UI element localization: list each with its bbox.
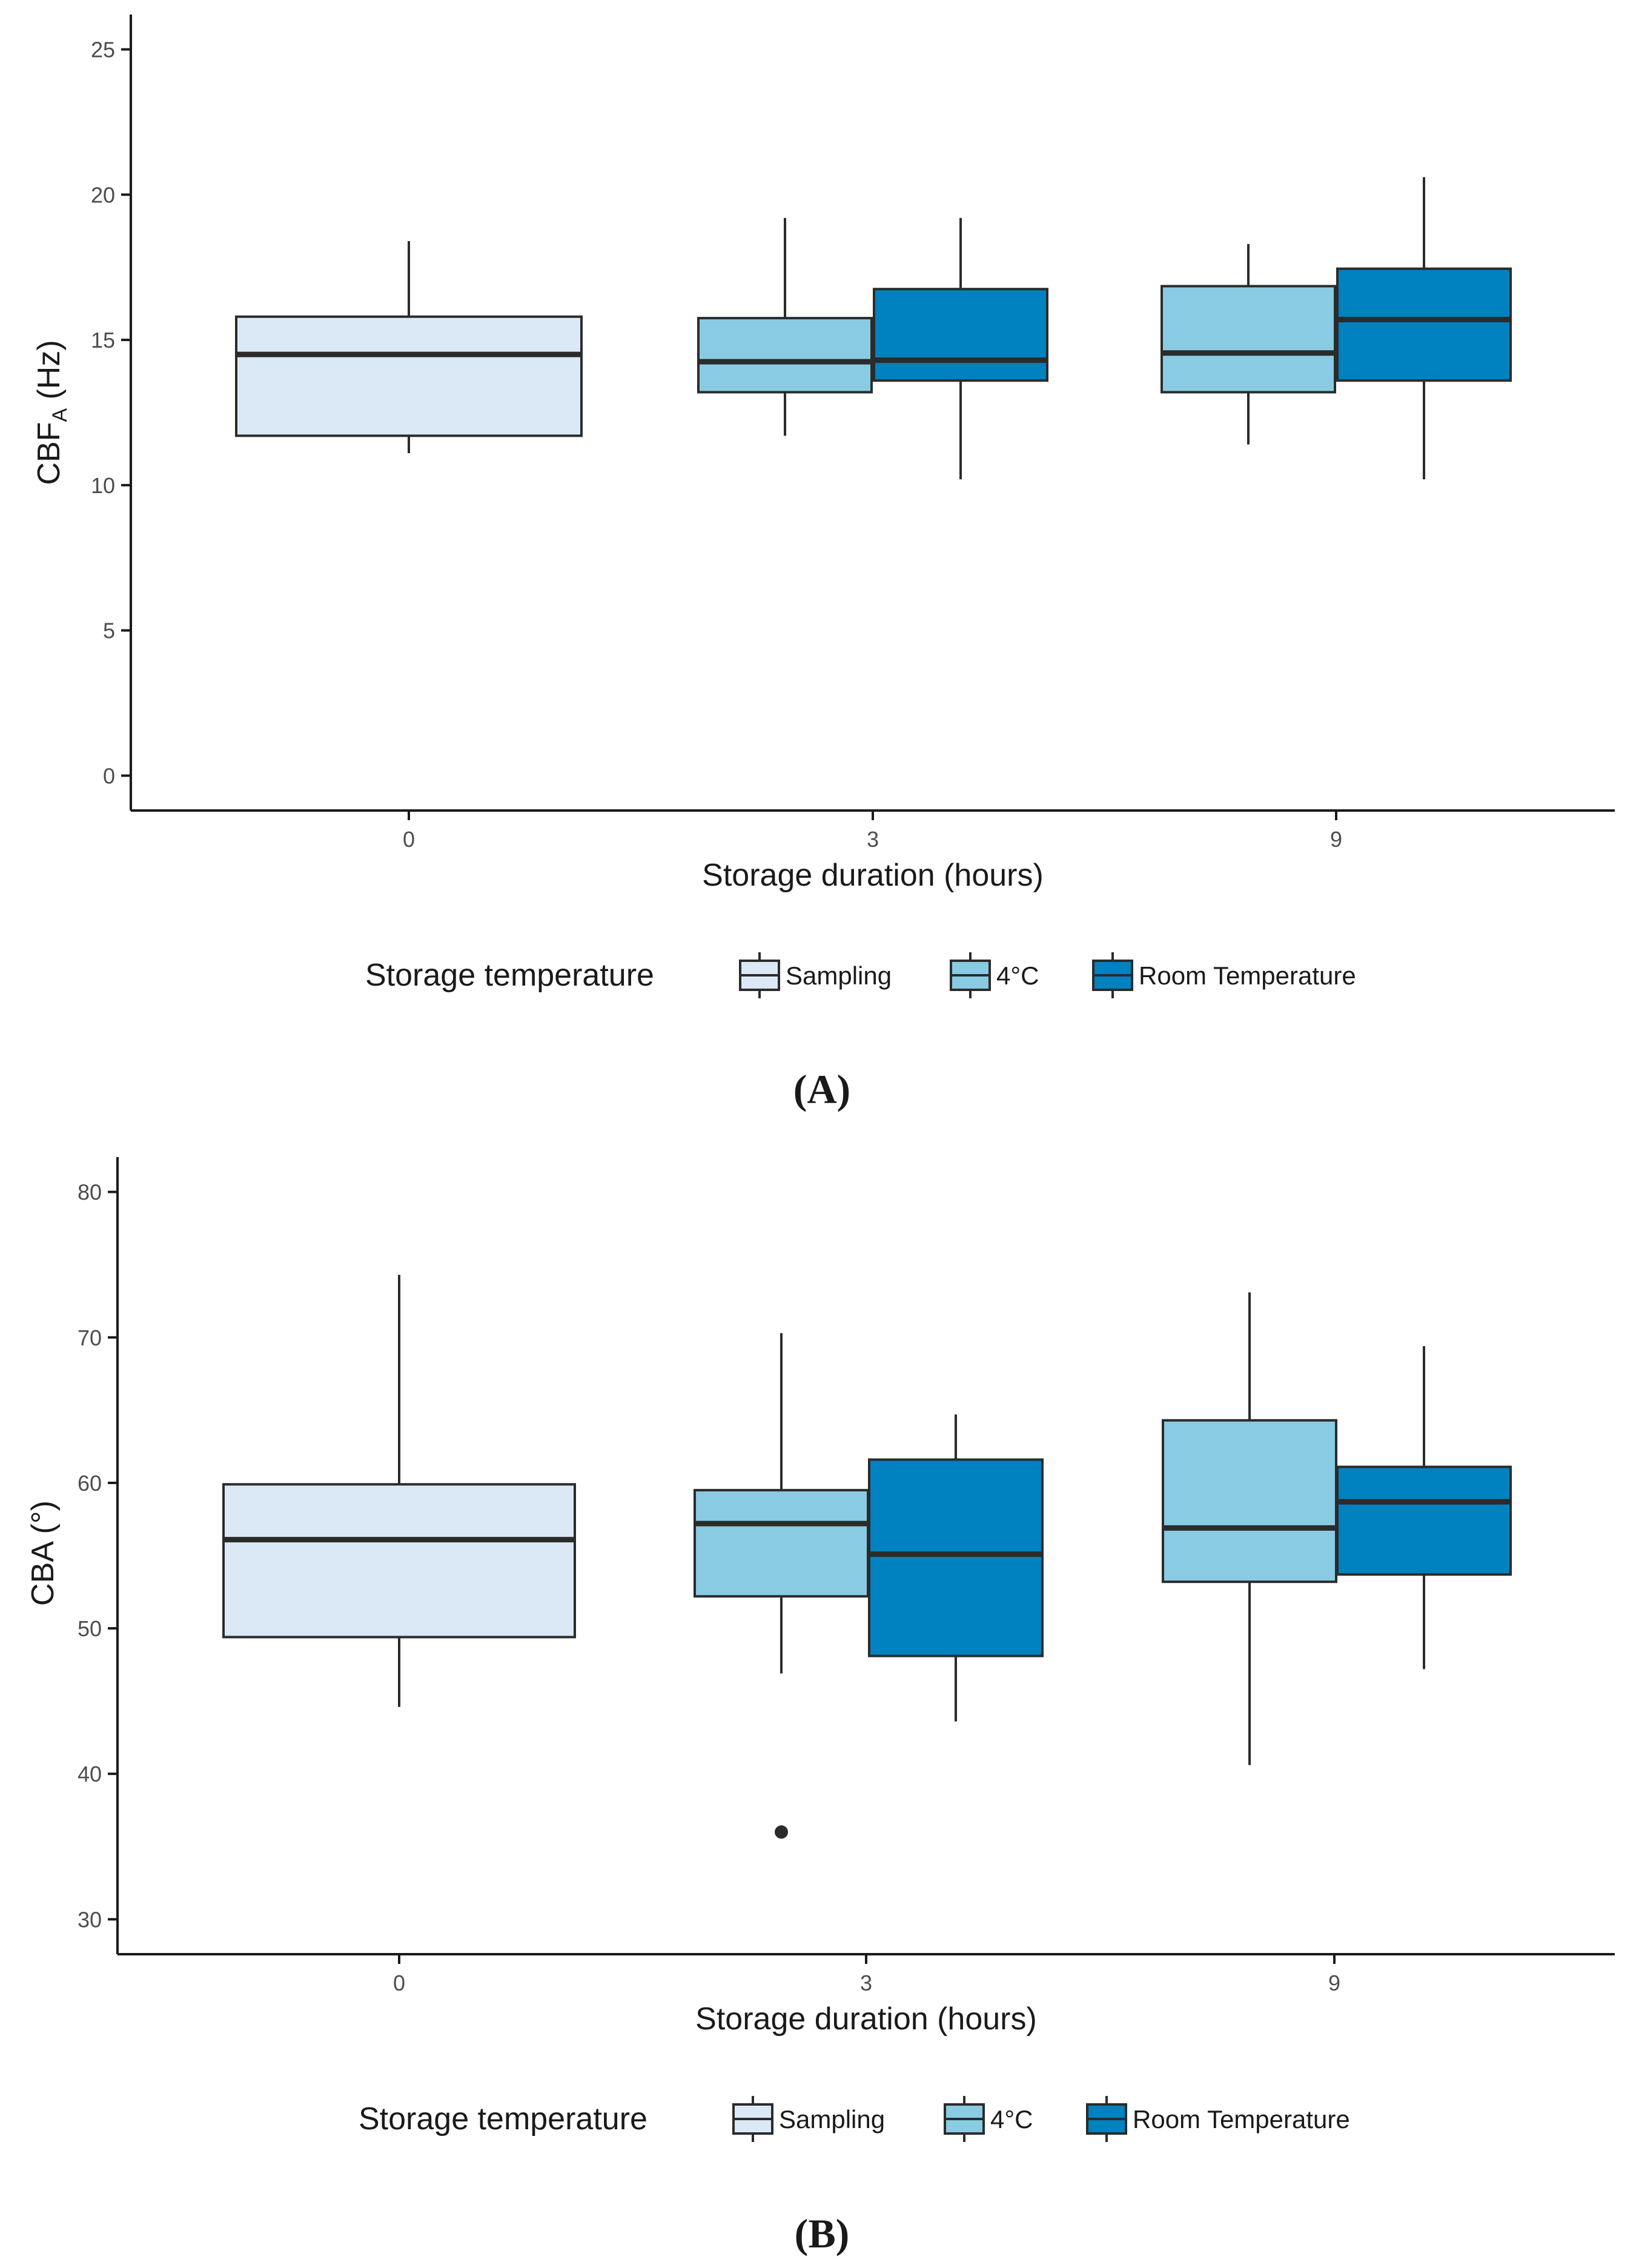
legend-key xyxy=(739,952,780,998)
panel-a-label: (A) xyxy=(793,1066,850,1112)
box-9-4-c xyxy=(1162,1292,1337,1765)
box-3-room-temperature xyxy=(868,1414,1044,1722)
box-body xyxy=(1161,285,1336,394)
y-tick-label: 5 xyxy=(103,618,115,643)
legend-label: 4°C xyxy=(990,2105,1033,2134)
box-body xyxy=(235,315,583,437)
x-tick-label: 9 xyxy=(1330,827,1342,852)
box-body xyxy=(1162,1419,1337,1583)
panel-a-y-axis-title: CBFA (Hz) xyxy=(31,340,71,485)
box-body xyxy=(222,1483,576,1639)
y-tick-label: 40 xyxy=(78,1762,102,1786)
legend-label: 4°C xyxy=(996,961,1039,990)
box-0-sampling xyxy=(235,241,583,454)
panel-b-y-axis-title: CBA (°) xyxy=(25,1500,61,1606)
x-tick-label: 0 xyxy=(403,827,415,852)
panel-b-y-ticks: 30 40 50 60 70 80 xyxy=(78,1180,118,1932)
y-tick-label: 70 xyxy=(78,1325,102,1350)
y-tick-label: 30 xyxy=(78,1907,102,1932)
box-3-4-c xyxy=(694,1333,869,1839)
legend-key xyxy=(1086,2096,1127,2142)
legend-label: Sampling xyxy=(779,2105,885,2134)
x-tick-label: 3 xyxy=(867,827,879,852)
box-9-room-temperature xyxy=(1336,177,1512,480)
box-9-4-c xyxy=(1161,244,1336,445)
panel-a-x-ticks: 0 3 9 xyxy=(403,811,1342,852)
legend-label: Sampling xyxy=(786,961,892,990)
box-3-4-c xyxy=(697,217,873,436)
panel-a-legend-title: Storage temperature xyxy=(365,958,654,993)
panel-b-legend-title: Storage temperature xyxy=(359,2101,647,2137)
x-tick-label: 0 xyxy=(393,1971,405,1995)
box-body xyxy=(868,1458,1044,1657)
box-body xyxy=(873,288,1048,382)
box-0-sampling xyxy=(222,1275,576,1707)
y-tick-label: 50 xyxy=(78,1616,102,1641)
box-body xyxy=(694,1488,869,1598)
panel-b-x-ticks: 0 3 9 xyxy=(393,1954,1340,1995)
x-tick-label: 3 xyxy=(860,1971,872,1995)
panel-a-boxes xyxy=(235,177,1512,480)
panel-b-legend: Storage temperature Sampling 4°C Room Temp… xyxy=(359,2096,1350,2142)
y-tick-label: 80 xyxy=(78,1180,102,1205)
legend-label: Room Temperature xyxy=(1133,2105,1350,2134)
legend-key xyxy=(1092,952,1133,998)
legend-key xyxy=(950,952,991,998)
legend-key xyxy=(732,2096,773,2142)
box-9-room-temperature xyxy=(1336,1346,1512,1669)
outlier-point xyxy=(775,1825,788,1839)
panel-a-legend: Storage temperature Sampling 4°C Room Temp… xyxy=(365,952,1356,998)
panel-b-chart: 30 40 50 60 70 80 0 3 9 CBA (°) Storage duratio… xyxy=(25,1157,1615,2256)
y-tick-label: 10 xyxy=(91,473,115,498)
panel-b-label: (B) xyxy=(795,2210,850,2256)
box-body xyxy=(1336,1465,1512,1576)
box-3-room-temperature xyxy=(873,217,1048,480)
y-tick-label: 0 xyxy=(103,763,115,788)
y-tick-label: 15 xyxy=(91,328,115,353)
legend-label: Room Temperature xyxy=(1139,961,1356,990)
box-body xyxy=(697,317,873,394)
y-tick-label: 20 xyxy=(91,182,115,207)
y-tick-label: 60 xyxy=(78,1471,102,1496)
legend-key xyxy=(944,2096,985,2142)
panel-a-chart: 0 5 10 15 20 25 0 3 9 CBFA (Hz) Storage duratio… xyxy=(31,15,1615,1112)
y-tick-label: 25 xyxy=(91,38,115,62)
panel-a-y-ticks: 0 5 10 15 20 25 xyxy=(91,38,131,788)
panel-a-x-axis-title: Storage duration (hours) xyxy=(702,858,1044,893)
x-tick-label: 9 xyxy=(1328,1971,1340,1995)
panel-b-boxes xyxy=(222,1275,1512,1839)
box-body xyxy=(1336,267,1512,382)
panel-b-x-axis-title: Storage duration (hours) xyxy=(695,2001,1037,2037)
